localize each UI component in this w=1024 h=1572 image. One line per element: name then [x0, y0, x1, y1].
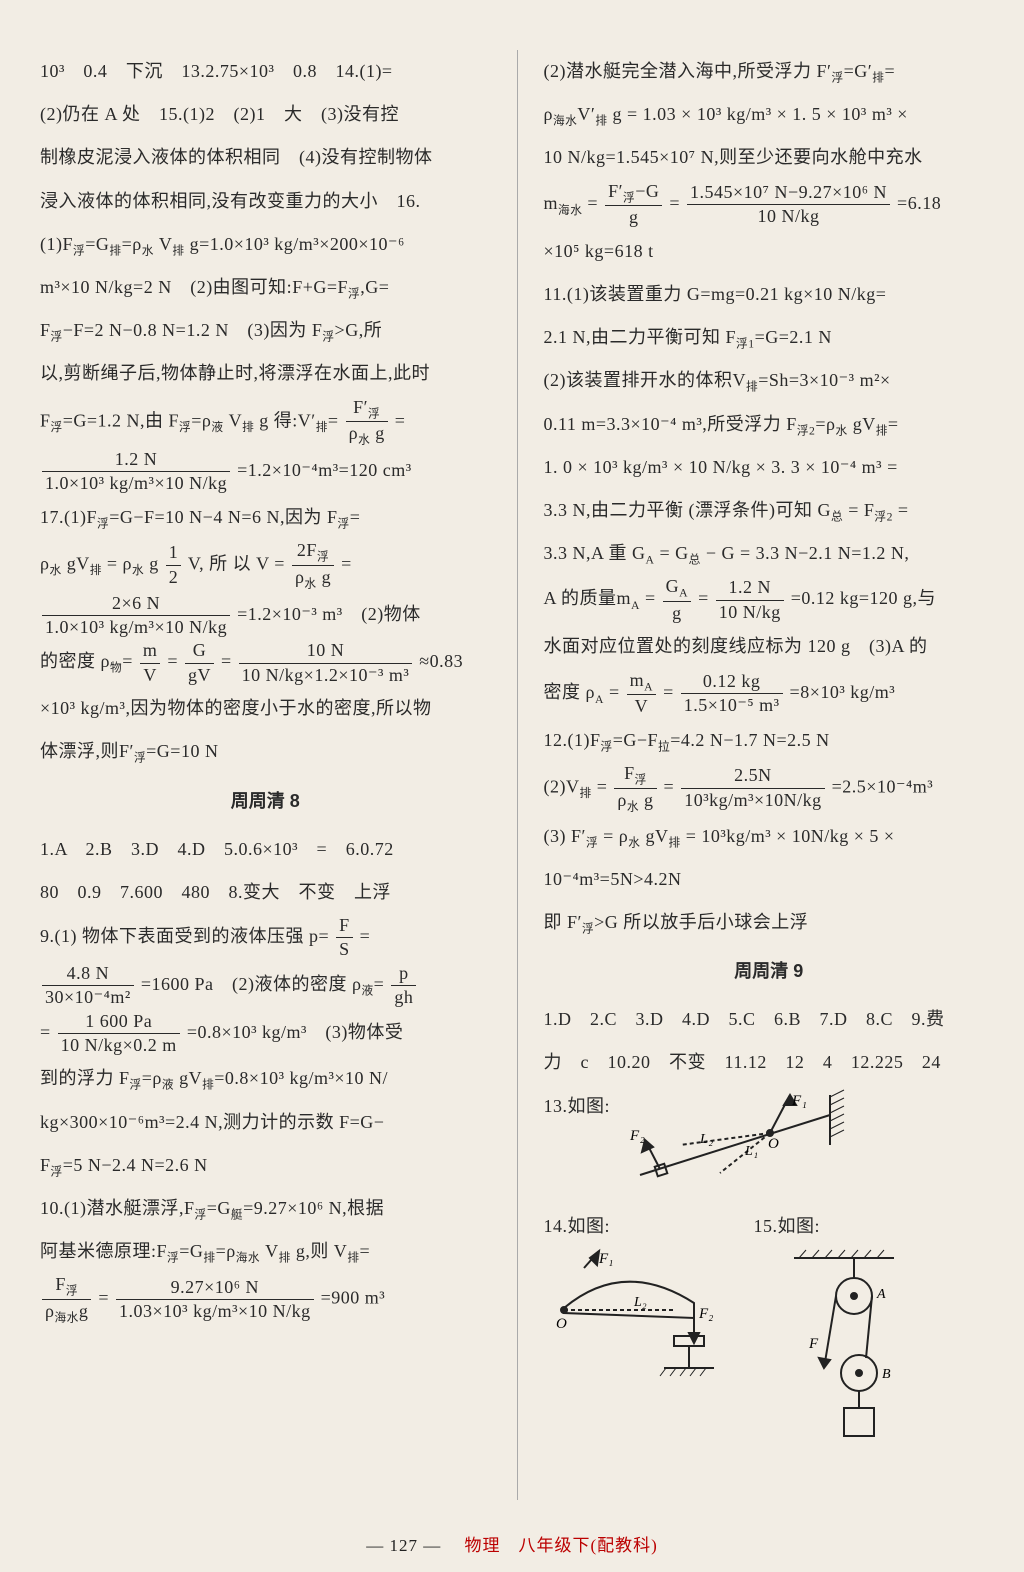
text: 制橡皮泥浸入液体的体积相同 (4)没有控制物体: [40, 136, 491, 179]
text: (2)V排 = F浮ρ水 g = 2.5N10³kg/m³×10N/kg =2.…: [544, 762, 995, 815]
text: 体漂浮,则F′浮=G=10 N: [40, 730, 491, 773]
text: 以,剪断绳子后,物体静止时,将漂浮在水面上,此时: [40, 352, 491, 395]
svg-text:F₂: F₂: [698, 1306, 713, 1322]
text: ×10⁵ kg=618 t: [544, 230, 995, 273]
text: (2)潜水艇完全潜入海中,所受浮力 F′浮=G′排=: [544, 50, 995, 93]
text: F浮=G=1.2 N,由 F浮=ρ液 V排 g 得:V′排= F′浮ρ水 g =: [40, 396, 491, 449]
text: 1. 0 × 10³ kg/m³ × 10 N/kg × 3. 3 × 10⁻⁴…: [544, 446, 995, 489]
right-column: (2)潜水艇完全潜入海中,所受浮力 F′浮=G′排= ρ海水V′排 g = 1.…: [544, 50, 995, 1500]
text: 3.3 N,由二力平衡 (漂浮条件)可知 G总 = F浮2 =: [544, 489, 995, 532]
text: 0.11 m=3.3×10⁻⁴ m³,所受浮力 F浮2=ρ水 gV排=: [544, 403, 995, 446]
text: (2)该装置排开水的体积V排=Sh=3×10⁻³ m²×: [544, 359, 995, 402]
figure-15-pulley: F A B: [754, 1248, 914, 1448]
section-title-8: 周周清 8: [40, 774, 491, 828]
text: 9.(1) 物体下表面受到的液体压强 p= FS =: [40, 914, 491, 962]
svg-text:F₁: F₁: [791, 1093, 807, 1109]
text: 1.2 N1.0×10³ kg/m³×10 N/kg =1.2×10⁻⁴m³=1…: [40, 448, 491, 496]
svg-text:L₁: L₁: [744, 1144, 759, 1159]
text: 10⁻⁴m³=5N>4.2N: [544, 858, 995, 901]
text: = 1 600 Pa10 N/kg×0.2 m =0.8×10³ kg/m³ (…: [40, 1010, 491, 1058]
text: m海水 = F′浮−Gg = 1.545×10⁷ N−9.27×10⁶ N10 …: [544, 180, 995, 230]
page-subject: 物理 八年级下(配教科): [464, 1536, 657, 1555]
text: F浮=5 N−2.4 N=2.6 N: [40, 1144, 491, 1187]
figure-13-row: 13.如图:: [544, 1085, 995, 1205]
svg-text:B: B: [882, 1367, 891, 1382]
text: 1.D 2.C 3.D 4.D 5.C 6.B 7.D 8.C 9.费: [544, 998, 995, 1041]
figure-15-label: 15.如图:: [754, 1216, 821, 1236]
text: F浮−F=2 N−0.8 N=1.2 N (3)因为 F浮>G,所: [40, 309, 491, 352]
column-divider: [517, 50, 518, 1500]
text: (3) F′浮 = ρ水 gV排 = 10³kg/m³ × 10N/kg × 5…: [544, 815, 995, 858]
left-column: 10³ 0.4 下沉 13.2.75×10³ 0.8 14.(1)= (2)仍在…: [40, 50, 491, 1500]
figure-13-label: 13.如图:: [544, 1085, 611, 1128]
page-footer: — 127 — 物理 八年级下(配教科): [0, 1531, 1024, 1556]
svg-text:O: O: [768, 1136, 779, 1152]
text: 11.(1)该装置重力 G=mg=0.21 kg×10 N/kg=: [544, 273, 995, 316]
text: 17.(1)F浮=G−F=10 N−4 N=6 N,因为 F浮=: [40, 496, 491, 539]
text: ×10³ kg/m³,因为物体的密度小于水的密度,所以物: [40, 687, 491, 730]
figure-13-lever: F₁ F₂ L₁ L₂ O: [620, 1085, 860, 1205]
svg-text:F₂: F₂: [629, 1128, 645, 1144]
text: 水面对应位置处的刻度线应标为 120 g (3)A 的: [544, 625, 995, 668]
text: 10³ 0.4 下沉 13.2.75×10³ 0.8 14.(1)=: [40, 50, 491, 93]
text: 80 0.9 7.600 480 8.变大 不变 上浮: [40, 871, 491, 914]
text: A 的质量mA = GAg = 1.2 N10 N/kg =0.12 kg=12…: [544, 575, 995, 625]
figure-14-label: 14.如图:: [544, 1216, 611, 1236]
text: 10 N/kg=1.545×10⁷ N,则至少还要向水舱中充水: [544, 136, 995, 179]
page-number: — 127 —: [366, 1536, 441, 1555]
svg-text:F: F: [808, 1336, 819, 1352]
text: 到的浮力 F浮=ρ液 gV排=0.8×10³ kg/m³×10 N/: [40, 1057, 491, 1100]
section-title-9: 周周清 9: [544, 944, 995, 998]
svg-text:A: A: [876, 1287, 886, 1302]
text: F浮ρ海水g = 9.27×10⁶ N1.03×10³ kg/m³×10 N/k…: [40, 1273, 491, 1326]
svg-text:F₁: F₁: [598, 1251, 613, 1267]
text: ρ海水V′排 g = 1.03 × 10³ kg/m³ × 1. 5 × 10³…: [544, 93, 995, 136]
page-root: 10³ 0.4 下沉 13.2.75×10³ 0.8 14.(1)= (2)仍在…: [0, 0, 1024, 1572]
two-columns: 10³ 0.4 下沉 13.2.75×10³ 0.8 14.(1)= (2)仍在…: [40, 50, 994, 1500]
text: 的密度 ρ物= mV = GgV = 10 N10 N/kg×1.2×10⁻³ …: [40, 639, 491, 687]
figure-14-bottle-opener: F₁ F₂ L₂ O: [544, 1248, 734, 1378]
text: 10.(1)潜水艇漂浮,F浮=G艇=9.27×10⁶ N,根据: [40, 1187, 491, 1230]
text: 2×6 N1.0×10³ kg/m³×10 N/kg =1.2×10⁻³ m³ …: [40, 592, 491, 640]
figure-15-wrap: 15.如图:: [754, 1205, 914, 1448]
text: 即 F′浮>G 所以放手后小球会上浮: [544, 901, 995, 944]
text: 12.(1)F浮=G−F拉=4.2 N−1.7 N=2.5 N: [544, 719, 995, 762]
text: (1)F浮=G排=ρ水 V排 g=1.0×10³ kg/m³×200×10⁻⁶: [40, 223, 491, 266]
text: 密度 ρA = mAV = 0.12 kg1.5×10⁻⁵ m³ =8×10³ …: [544, 669, 995, 719]
text: 2.1 N,由二力平衡可知 F浮1=G=2.1 N: [544, 316, 995, 359]
text: ρ水 gV排 = ρ水 g 12 V, 所 以 V = 2F浮ρ水 g =: [40, 539, 491, 592]
text: 力 c 10.20 不变 11.12 12 4 12.225 24: [544, 1041, 995, 1084]
svg-text:L₂: L₂: [699, 1132, 714, 1147]
text: 3.3 N,A 重 GA = G总 − G = 3.3 N−2.1 N=1.2 …: [544, 532, 995, 575]
svg-text:L₂: L₂: [633, 1295, 647, 1310]
text: 1.A 2.B 3.D 4.D 5.0.6×10³ = 6.0.72: [40, 828, 491, 871]
text: 浸入液体的体积相同,没有改变重力的大小 16.: [40, 180, 491, 223]
text: 阿基米德原理:F浮=G排=ρ海水 V排 g,则 V排=: [40, 1230, 491, 1273]
text: (2)仍在 A 处 15.(1)2 (2)1 大 (3)没有控: [40, 93, 491, 136]
figure-14-wrap: 14.如图:: [544, 1205, 734, 1378]
text: kg×300×10⁻⁶m³=2.4 N,测力计的示数 F=G−: [40, 1101, 491, 1144]
text: 4.8 N30×10⁻⁴m² =1600 Pa (2)液体的密度 ρ液= pgh: [40, 962, 491, 1010]
text: m³×10 N/kg=2 N (2)由图可知:F+G=F浮,G=: [40, 266, 491, 309]
svg-text:O: O: [556, 1316, 567, 1332]
